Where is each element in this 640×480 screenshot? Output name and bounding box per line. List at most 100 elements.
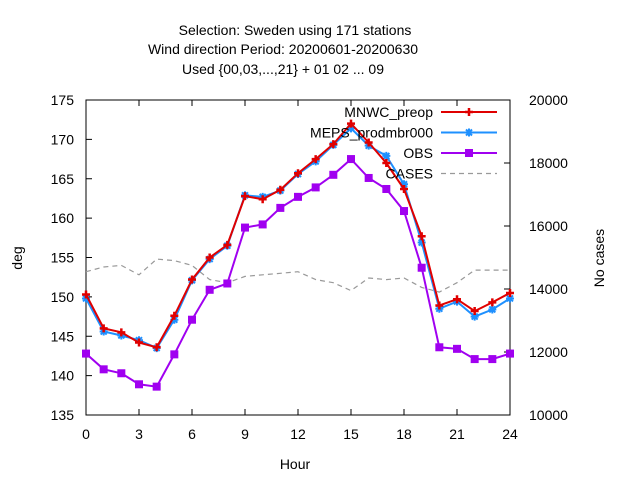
data-point xyxy=(294,169,302,178)
y2-axis-label: No cases xyxy=(591,229,607,287)
y-tick-label: 145 xyxy=(51,328,75,344)
data-point xyxy=(188,275,196,284)
data-point xyxy=(506,288,514,297)
y-tick-label: 160 xyxy=(51,210,75,226)
y2-tick-label: 20000 xyxy=(529,92,568,108)
legend-marker xyxy=(465,108,473,116)
x-tick-label: 21 xyxy=(449,426,465,442)
data-point xyxy=(400,184,408,193)
data-point xyxy=(506,294,514,303)
data-point xyxy=(99,324,108,333)
y2-tick-label: 18000 xyxy=(529,155,568,171)
legend-entry-obs: OBS xyxy=(403,145,497,161)
data-point xyxy=(435,343,444,352)
legend-marker xyxy=(465,149,473,157)
data-point xyxy=(417,238,426,247)
legend-label: MNWC_preop xyxy=(344,104,433,120)
data-point xyxy=(417,232,426,241)
x-tick-label: 15 xyxy=(343,426,359,442)
y-tick-label: 155 xyxy=(51,250,75,266)
legend-entry-meps-prodmbr000: MEPS_prodmbr000 xyxy=(310,125,497,141)
data-point xyxy=(470,355,479,364)
legend-label: CASES xyxy=(386,166,433,182)
data-point xyxy=(311,183,320,192)
legend-marker xyxy=(465,128,473,137)
data-point xyxy=(435,301,444,310)
data-point xyxy=(223,279,232,288)
data-point xyxy=(364,173,373,182)
data-point xyxy=(82,290,90,299)
data-point xyxy=(506,349,514,358)
data-point xyxy=(117,369,126,378)
series-line-meps-prodmbr000 xyxy=(85,126,511,350)
data-point xyxy=(170,350,179,359)
x-axis-label: Hour xyxy=(280,456,311,472)
data-point xyxy=(347,124,355,133)
series-obs xyxy=(82,155,514,391)
data-point xyxy=(241,192,249,201)
y-tick-label: 135 xyxy=(51,407,75,423)
x-tick-label: 3 xyxy=(135,426,143,442)
data-point xyxy=(152,382,161,391)
x-tick-label: 6 xyxy=(188,426,196,442)
data-point xyxy=(135,380,143,389)
data-point xyxy=(470,312,479,321)
data-point xyxy=(223,240,232,249)
data-point xyxy=(205,285,214,294)
legend: MNWC_preop MEPS_prodmbr000 OBS CASES xyxy=(310,104,497,182)
series-line-mnwc-preop xyxy=(85,122,511,349)
data-point xyxy=(400,180,408,189)
y2-tick-label: 10000 xyxy=(529,407,568,423)
y-tick-label: 165 xyxy=(51,171,75,187)
data-point xyxy=(170,311,179,320)
legend-entry-mnwc-preop: MNWC_preop xyxy=(344,104,497,120)
series-mnwc-preop xyxy=(82,119,514,352)
axis-ticks xyxy=(85,99,511,416)
title-line-2: Wind direction Period: 20200601-20200630 xyxy=(148,41,418,57)
chart-title: Selection: Sweden using 171 stations Win… xyxy=(148,22,418,77)
data-point xyxy=(400,207,408,216)
data-point xyxy=(417,263,426,272)
y-tick-label: 140 xyxy=(51,368,75,384)
y-tick-label: 170 xyxy=(51,131,75,147)
data-point xyxy=(82,349,90,358)
y-tick-label: 175 xyxy=(51,92,75,108)
data-point xyxy=(382,151,391,160)
x-tick-label: 9 xyxy=(241,426,249,442)
axis-tick-labels: 0 3 6 9 12 15 18 21 24 135 140 145 150 155 160 165 170 17… xyxy=(51,92,569,442)
data-point xyxy=(382,159,391,167)
data-point xyxy=(488,355,497,364)
series-layer xyxy=(82,119,514,391)
legend-entry-cases: CASES xyxy=(386,166,497,182)
data-point xyxy=(364,138,373,147)
data-point xyxy=(117,328,126,337)
data-point xyxy=(470,307,479,316)
data-point xyxy=(188,315,196,324)
data-point xyxy=(347,119,355,128)
data-point xyxy=(258,195,267,204)
series-cases xyxy=(85,258,510,293)
x-tick-label: 12 xyxy=(290,426,306,442)
plot-frame xyxy=(85,99,511,416)
data-point xyxy=(294,192,302,201)
data-point xyxy=(329,170,338,179)
data-point xyxy=(453,344,461,353)
data-point xyxy=(347,155,355,164)
series-meps-prodmbr000 xyxy=(82,124,514,353)
data-point xyxy=(311,155,320,164)
series-line-cases xyxy=(85,258,510,293)
legend-label: OBS xyxy=(403,145,433,161)
data-point xyxy=(382,184,391,193)
x-tick-label: 18 xyxy=(396,426,412,442)
data-point xyxy=(276,203,285,212)
y2-tick-label: 16000 xyxy=(529,218,568,234)
title-line-3: Used {00,03,...,21} + 01 02 ... 09 xyxy=(182,61,384,77)
data-point xyxy=(241,223,249,232)
data-point xyxy=(329,140,338,149)
data-point xyxy=(488,298,497,307)
x-tick-label: 24 xyxy=(502,426,518,442)
x-tick-label: 0 xyxy=(82,426,90,442)
title-line-1: Selection: Sweden using 171 stations xyxy=(179,22,412,38)
data-point xyxy=(99,365,108,374)
